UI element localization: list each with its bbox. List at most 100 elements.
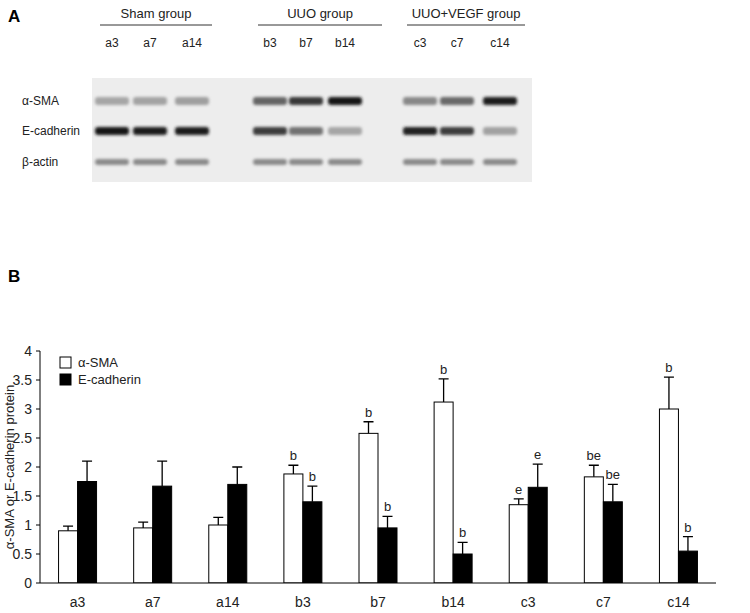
error-bar <box>608 484 618 501</box>
x-tick-label: a3 <box>70 594 86 610</box>
error-bar <box>683 537 693 552</box>
bar <box>434 402 453 583</box>
x-tick-label: c7 <box>596 594 611 610</box>
loading-band <box>95 159 129 165</box>
error-bar <box>157 461 167 486</box>
bar <box>228 484 247 583</box>
blot-band <box>289 127 323 135</box>
lane-label: b7 <box>299 36 313 50</box>
blot-band <box>403 97 437 105</box>
bar <box>584 477 603 583</box>
lane-label: c7 <box>451 36 464 50</box>
legend-swatch <box>60 374 71 385</box>
lane-label: c3 <box>414 36 427 50</box>
y-axis <box>40 351 41 583</box>
blot-band <box>483 127 517 135</box>
bar <box>659 409 678 583</box>
error-bar <box>232 467 242 484</box>
bar <box>678 551 697 583</box>
blot-band <box>175 97 209 105</box>
blot-band <box>95 127 129 135</box>
row-label: E-cadherin <box>22 124 80 138</box>
significance-label: b <box>309 469 316 484</box>
loading-band <box>483 159 517 165</box>
bar <box>134 528 153 583</box>
group-label: Sham group <box>121 6 192 21</box>
error-bar <box>439 379 449 402</box>
loading-band <box>289 159 323 165</box>
blot-band <box>289 97 323 105</box>
error-bar <box>364 422 374 434</box>
group-label: UUO+VEGF group <box>412 6 521 21</box>
x-tick-label: c3 <box>521 594 536 610</box>
bar <box>284 474 303 583</box>
significance-label: b <box>290 448 297 463</box>
error-bar <box>63 526 73 531</box>
error-bar <box>307 486 317 502</box>
y-tick <box>36 351 40 352</box>
row-label: α-SMA <box>22 94 59 108</box>
figure: ASham groupa3a7a14UUO groupb3b7b14UUO+VE… <box>0 0 750 613</box>
loading-band <box>328 159 362 165</box>
bar <box>528 487 547 583</box>
blot-band <box>403 127 437 135</box>
error-bar <box>664 377 674 409</box>
bar <box>603 502 622 583</box>
y-tick-label: 0 <box>24 575 32 591</box>
bar <box>303 502 322 583</box>
y-tick <box>36 438 40 439</box>
x-axis <box>40 583 716 584</box>
loading-band <box>403 159 437 165</box>
x-tick-label: a7 <box>145 594 161 610</box>
error-bar <box>288 465 298 474</box>
loading-band <box>253 159 287 165</box>
blot-band <box>328 127 362 135</box>
error-bar <box>514 499 524 505</box>
blot-band <box>253 127 287 135</box>
significance-label: e <box>515 482 522 497</box>
x-tick-label: a14 <box>216 594 240 610</box>
y-tick <box>36 525 40 526</box>
x-tick-label: b7 <box>370 594 386 610</box>
bar <box>509 505 528 583</box>
blot-band <box>253 97 287 105</box>
y-tick-label: 3 <box>24 401 32 417</box>
error-bar <box>383 516 393 528</box>
legend-label: E-cadherin <box>78 372 141 387</box>
figure-root: ASham groupa3a7a14UUO groupb3b7b14UUO+VE… <box>0 0 750 613</box>
y-axis-label: α-SMA or E-cadherin protein <box>2 385 17 549</box>
lane-label: b3 <box>263 36 277 50</box>
significance-label: b <box>440 362 447 377</box>
blot-band <box>133 127 167 135</box>
panel-label: A <box>8 7 20 26</box>
y-tick-label: 4 <box>24 343 32 359</box>
group-underline <box>100 25 212 26</box>
error-bar <box>589 465 599 477</box>
y-tick <box>36 583 40 584</box>
y-tick <box>36 496 40 497</box>
blot-band <box>95 97 129 105</box>
y-tick-label: 1 <box>24 517 32 533</box>
error-bar <box>213 517 223 525</box>
y-tick <box>36 409 40 410</box>
legend-swatch <box>60 357 71 368</box>
significance-label: be <box>587 448 601 463</box>
lane-label: a14 <box>182 36 202 50</box>
lane-label: a3 <box>105 36 119 50</box>
bar <box>59 531 78 583</box>
group-underline <box>407 25 525 26</box>
significance-label: b <box>459 525 466 540</box>
error-bar <box>82 461 92 481</box>
loading-band <box>175 159 209 165</box>
bar <box>359 433 378 583</box>
blot-band <box>133 97 167 105</box>
y-tick <box>36 467 40 468</box>
blot-band <box>440 127 474 135</box>
blot-band <box>175 127 209 135</box>
loading-band <box>133 159 167 165</box>
legend-label: α-SMA <box>78 355 118 370</box>
significance-label: b <box>365 405 372 420</box>
group-label: UUO group <box>287 6 353 21</box>
loading-band <box>440 159 474 165</box>
x-tick-label: b3 <box>295 594 311 610</box>
